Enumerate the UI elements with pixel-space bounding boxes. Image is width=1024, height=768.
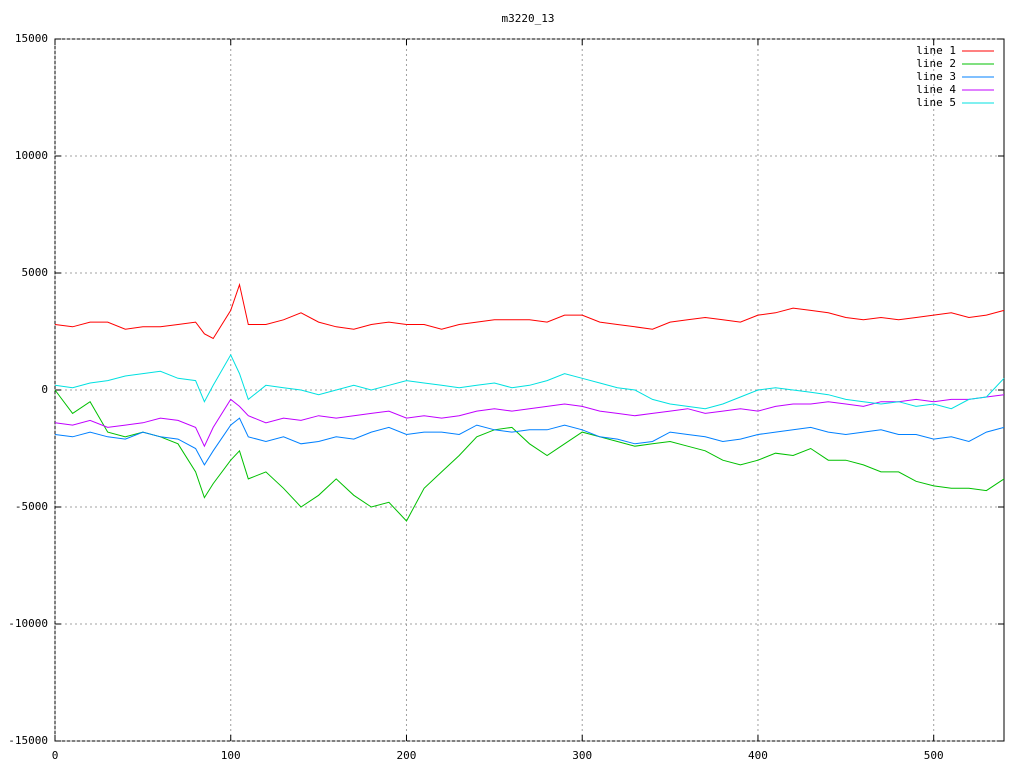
- x-tick-label: 400: [748, 749, 768, 762]
- x-tick-label: 500: [924, 749, 944, 762]
- data-line: [54, 389, 1005, 522]
- legend-label: line 2: [916, 57, 956, 70]
- y-tick-label: -5000: [15, 500, 48, 513]
- x-tick-label: 200: [397, 749, 417, 762]
- data-line: [54, 417, 1005, 466]
- data-line: [54, 353, 1005, 410]
- x-tick-label: 100: [221, 749, 241, 762]
- legend-label: line 4: [916, 83, 956, 96]
- legend-label: line 5: [916, 96, 956, 109]
- y-tick-label: 0: [41, 383, 48, 396]
- legend-label: line 3: [916, 70, 956, 83]
- data-line: [54, 282, 1005, 340]
- x-tick-label: 0: [52, 749, 59, 762]
- y-tick-label: 10000: [15, 149, 48, 162]
- data-line: [54, 394, 1005, 448]
- x-tick-label: 300: [572, 749, 592, 762]
- y-tick-label: -10000: [8, 617, 48, 630]
- chart-title: m3220_13: [502, 12, 555, 25]
- y-tick-label: 15000: [15, 32, 48, 45]
- y-tick-label: 5000: [22, 266, 49, 279]
- y-tick-label: -15000: [8, 734, 48, 747]
- legend-label: line 1: [916, 44, 956, 57]
